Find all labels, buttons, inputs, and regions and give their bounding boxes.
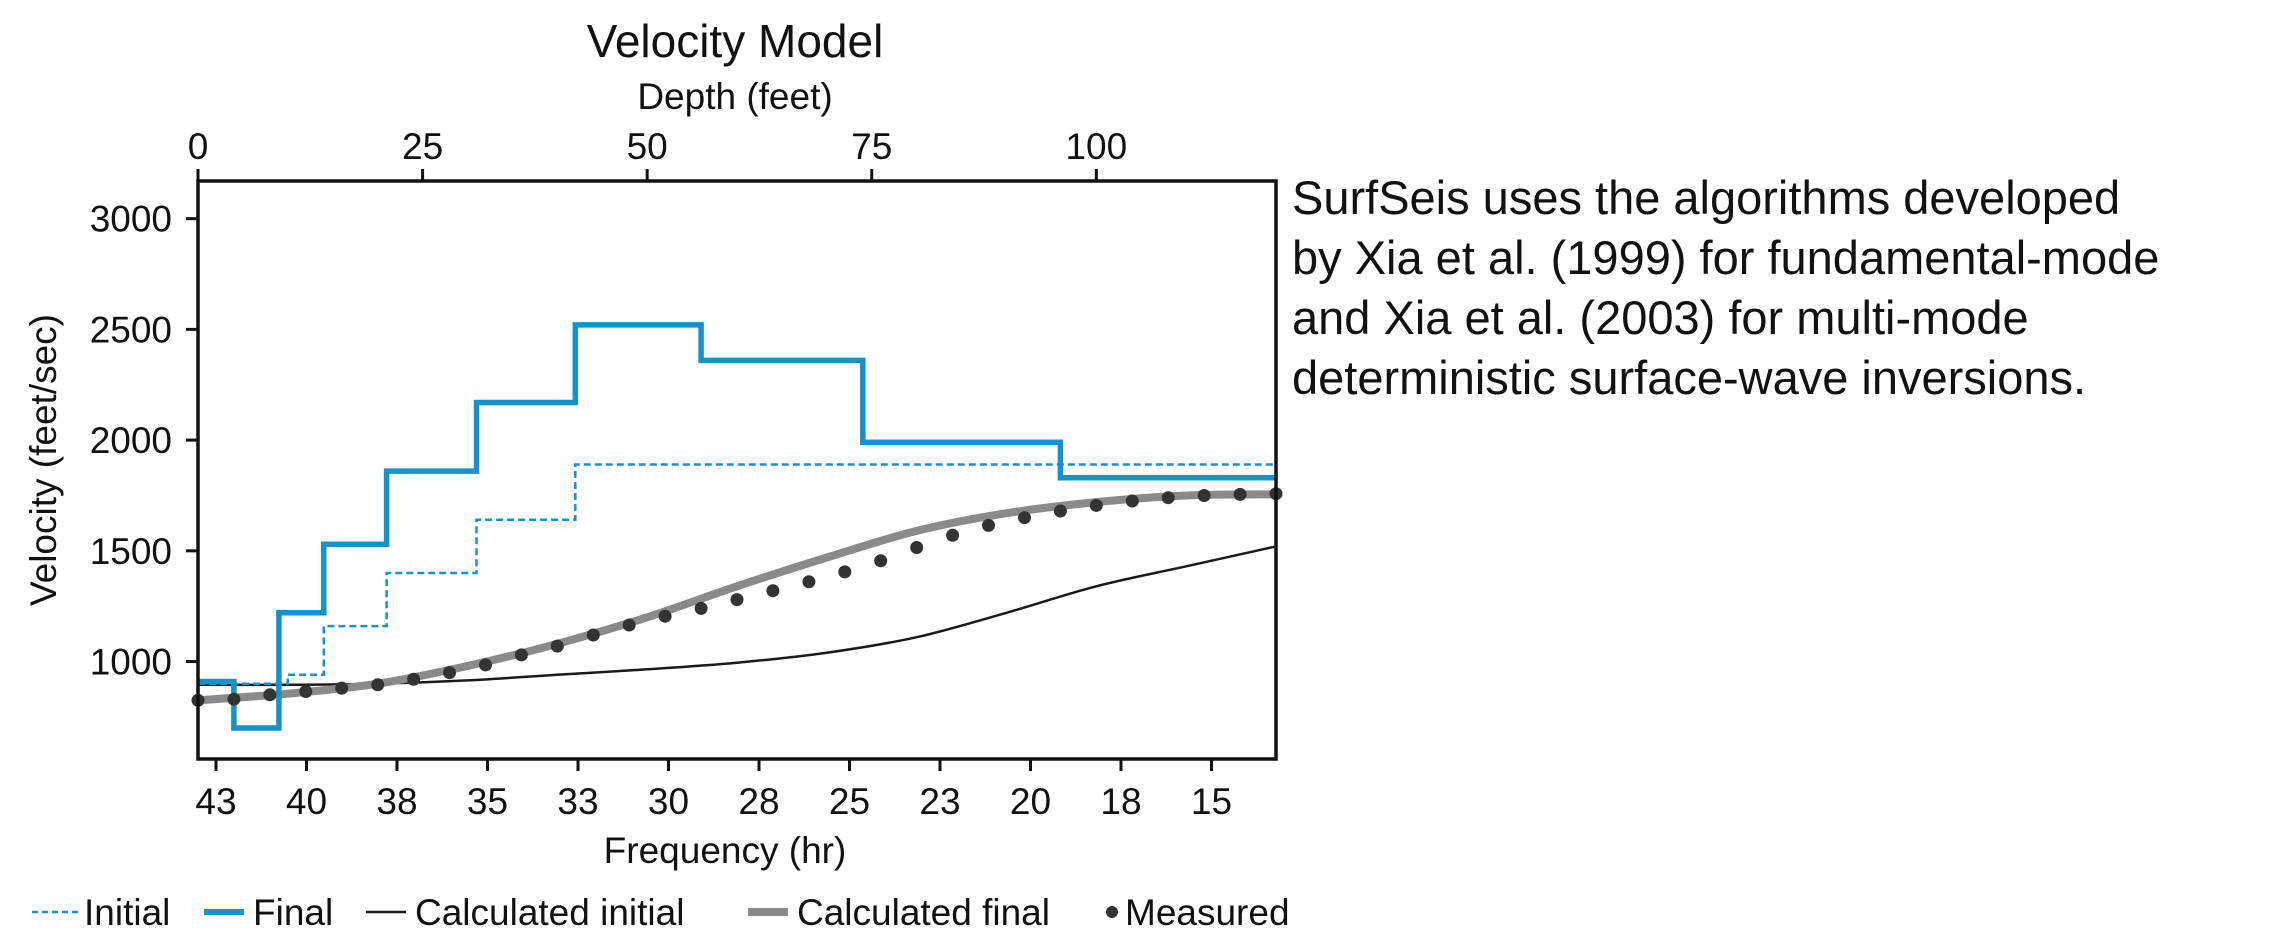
measured-point — [694, 601, 708, 615]
measured-point — [946, 528, 960, 542]
initial-step-line — [198, 463, 1276, 685]
bottom-tick-label: 33 — [557, 781, 598, 822]
series-initial — [198, 463, 1276, 685]
top-tick-labels: 0 25 50 75 100 — [188, 126, 1127, 167]
velocity-model-chart: Velocity Model Depth (feet) Velocity (fe… — [23, 15, 1290, 933]
y-tick-label: 3000 — [90, 199, 172, 240]
y-tick-label: 2500 — [90, 309, 172, 350]
legend-label-measured: Measured — [1125, 892, 1290, 933]
x-axis-label: Frequency (hr) — [604, 830, 847, 871]
y-axis-label: Velocity (feet/sec) — [23, 314, 64, 606]
measured-point — [335, 681, 349, 695]
bottom-tick-label: 28 — [738, 781, 779, 822]
measured-point — [550, 639, 564, 653]
side-description-line: SurfSeis uses the algorithms developed — [1292, 171, 2121, 224]
measured-point — [514, 648, 528, 662]
bottom-tick-label: 18 — [1100, 781, 1141, 822]
y-tick-label: 1000 — [90, 642, 172, 683]
side-description-line: and Xia et al. (2003) for multi-mode — [1292, 291, 2029, 344]
top-tick-label: 0 — [188, 126, 209, 167]
measured-point — [1161, 491, 1175, 505]
legend: Initial Final Calculated initial Calcula… — [32, 892, 1290, 933]
y-tick-label: 1500 — [90, 531, 172, 572]
measured-point — [371, 678, 385, 692]
chart-title: Velocity Model — [587, 15, 884, 67]
bottom-tick-labels: 43 40 38 35 33 30 28 25 23 20 18 15 — [195, 781, 1232, 822]
bottom-tick-label: 40 — [286, 781, 327, 822]
series-calculated-initial — [197, 545, 1277, 687]
final-step-line — [198, 322, 1276, 731]
legend-label-calculated-initial: Calculated initial — [415, 892, 684, 933]
measured-point — [1197, 489, 1211, 502]
measured-point — [1233, 487, 1247, 501]
measured-point — [802, 575, 816, 589]
measured-point — [658, 609, 672, 623]
bottom-tick-label: 15 — [1191, 781, 1232, 822]
plot-series — [191, 322, 1283, 731]
legend-label-calculated-final: Calculated final — [797, 892, 1050, 933]
y-tick-marks — [186, 217, 198, 664]
bottom-tick-label: 30 — [648, 781, 689, 822]
measured-point — [1089, 498, 1103, 512]
measured-point — [299, 685, 313, 698]
legend-item-measured: Measured — [1106, 892, 1290, 933]
plot-frame — [196, 179, 1278, 761]
top-tick-label: 75 — [851, 126, 892, 167]
measured-point — [1018, 511, 1031, 525]
legend-item-initial: Initial — [32, 892, 170, 933]
legend-swatch-measured — [1106, 906, 1118, 918]
top-axis-label: Depth (feet) — [637, 76, 832, 117]
side-description-line: by Xia et al. (1999) for fundamental-mod… — [1292, 231, 2160, 284]
legend-item-calculated-final: Calculated final — [748, 892, 1050, 933]
measured-point — [766, 584, 780, 598]
measured-point — [407, 672, 421, 686]
top-tick-label: 25 — [402, 126, 443, 167]
y-tick-labels: 1000 1500 2000 2500 3000 — [90, 199, 172, 683]
measured-point — [443, 666, 456, 680]
series-final — [198, 322, 1276, 731]
y-tick-label: 2000 — [90, 420, 172, 461]
measured-point — [227, 692, 241, 706]
measured-point — [479, 658, 492, 672]
legend-label-initial: Initial — [84, 892, 170, 933]
legend-item-calculated-initial: Calculated initial — [366, 892, 684, 933]
bottom-tick-marks — [214, 759, 1213, 771]
legend-label-final: Final — [253, 892, 333, 933]
bottom-tick-label: 35 — [467, 781, 508, 822]
top-tick-marks — [196, 169, 1098, 181]
side-description: SurfSeis uses the algorithms developed b… — [1292, 168, 2252, 408]
measured-point — [586, 628, 600, 642]
bottom-tick-label: 38 — [376, 781, 417, 822]
series-measured — [191, 487, 1283, 707]
measured-point — [730, 593, 744, 607]
side-description-line: deterministic surface-wave inversions. — [1292, 351, 2087, 404]
top-tick-label: 100 — [1065, 126, 1127, 167]
measured-point — [263, 688, 277, 702]
measured-point — [910, 541, 924, 554]
top-tick-label: 50 — [627, 126, 668, 167]
measured-point — [982, 518, 995, 532]
bottom-tick-label: 20 — [1010, 781, 1051, 822]
measured-point — [874, 554, 888, 568]
legend-item-final: Final — [204, 892, 333, 933]
bottom-tick-label: 23 — [919, 781, 960, 822]
measured-point — [838, 565, 852, 579]
bottom-tick-label: 43 — [195, 781, 236, 822]
bottom-tick-label: 25 — [829, 781, 870, 822]
calculated-initial-line — [197, 545, 1277, 687]
measured-point — [1053, 504, 1067, 518]
measured-point — [1125, 494, 1139, 508]
measured-point — [622, 618, 636, 632]
